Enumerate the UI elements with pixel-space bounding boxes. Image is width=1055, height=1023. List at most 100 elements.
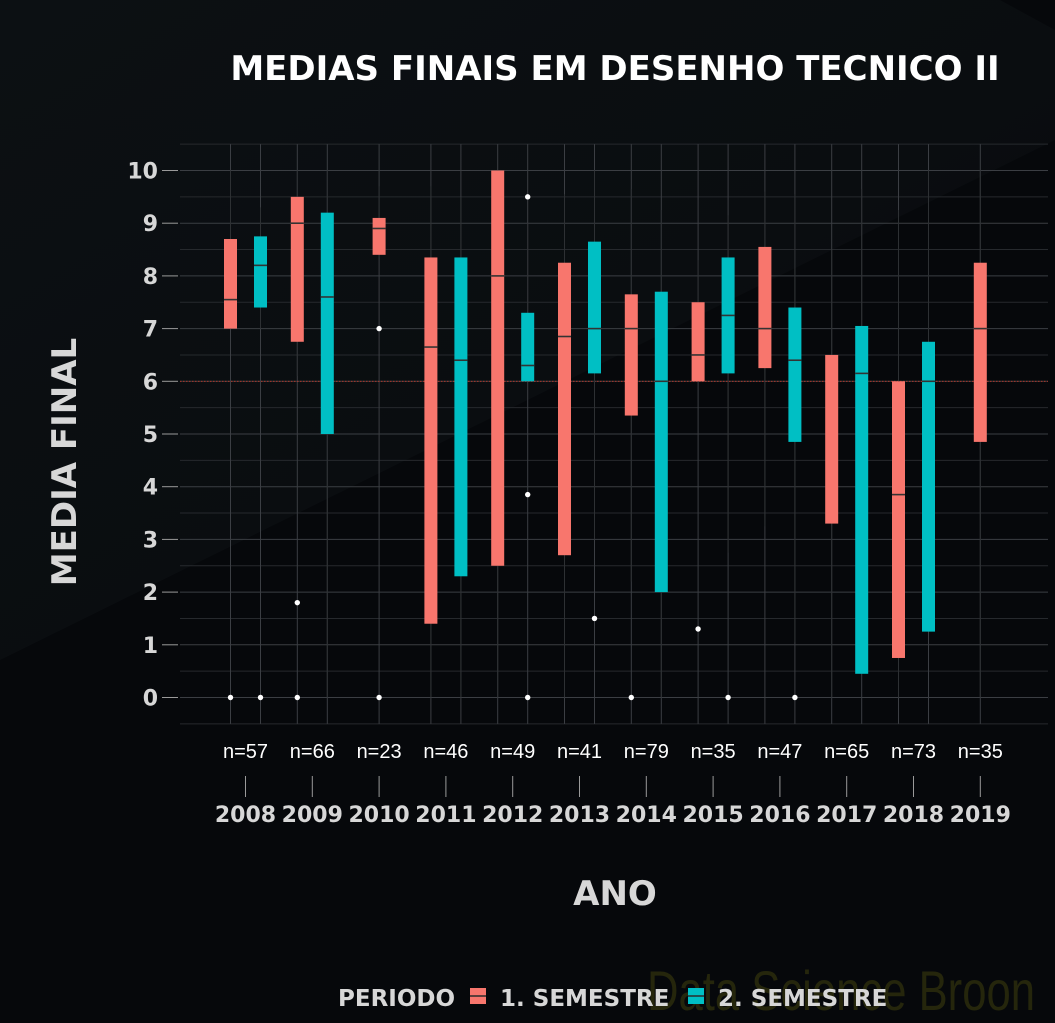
outlier-point bbox=[628, 694, 634, 701]
x-tick-label: 2012 bbox=[482, 803, 543, 828]
box-2015-1 bbox=[691, 260, 705, 632]
count-label: n=73 bbox=[891, 741, 936, 763]
box-2011-2 bbox=[454, 196, 468, 698]
box-body bbox=[691, 302, 705, 382]
outlier-point bbox=[376, 325, 382, 332]
count-label: n=79 bbox=[624, 741, 669, 763]
x-tick-label: 2010 bbox=[348, 803, 409, 828]
outlier-point bbox=[227, 694, 234, 701]
box-2017-1 bbox=[825, 249, 839, 698]
legend-entry-1: 1. SEMESTRE bbox=[470, 986, 669, 1012]
y-tick-label: 0 bbox=[143, 687, 158, 712]
y-tick-label: 2 bbox=[143, 581, 158, 606]
count-label: n=46 bbox=[423, 741, 468, 763]
y-tick-label: 6 bbox=[143, 370, 158, 395]
watermark: Data Science Broon bbox=[647, 959, 1035, 1022]
x-tick-label: 2013 bbox=[549, 803, 610, 828]
box-body bbox=[825, 354, 839, 524]
y-tick-label: 10 bbox=[127, 160, 158, 185]
box-2011-1 bbox=[424, 186, 438, 698]
outlier-point bbox=[525, 694, 531, 701]
x-tick-label: 2009 bbox=[282, 803, 343, 828]
box-2019-1 bbox=[973, 170, 987, 698]
count-label: n=66 bbox=[290, 741, 335, 763]
box-body bbox=[254, 236, 267, 308]
box-2012-1 bbox=[491, 170, 505, 698]
count-label: n=65 bbox=[824, 741, 869, 763]
x-tick-label: 2015 bbox=[682, 803, 743, 828]
outlier-point bbox=[792, 694, 798, 701]
legend-label-1: 1. SEMESTRE bbox=[500, 986, 669, 1012]
box-2017-2 bbox=[855, 188, 869, 674]
box-body bbox=[454, 257, 468, 577]
legend-title: PERIODO bbox=[338, 986, 455, 1012]
box-body bbox=[372, 217, 386, 255]
y-tick-labels: 0 1 2 3 4 5 6 7 8 9 10 bbox=[127, 160, 178, 712]
y-tick-label: 5 bbox=[143, 423, 158, 448]
x-tick-label: 2018 bbox=[883, 803, 944, 828]
y-tick-label: 9 bbox=[143, 212, 158, 237]
x-tick-label: 2011 bbox=[415, 803, 476, 828]
count-label: n=47 bbox=[757, 741, 802, 763]
box-2016-1 bbox=[758, 191, 772, 527]
outlier-point bbox=[525, 491, 531, 498]
x-tick-labels: 2008 2009 2010 2011 2012 2013 2014 2015 2016 2017… bbox=[215, 776, 1011, 828]
box-2016-2 bbox=[788, 194, 802, 701]
box-2012-2 bbox=[521, 194, 535, 701]
box-body bbox=[855, 325, 869, 674]
outlier-point bbox=[376, 694, 382, 701]
box-body bbox=[922, 341, 935, 632]
box-2009-2 bbox=[320, 170, 334, 698]
box-2013-2 bbox=[588, 170, 601, 622]
box-2008-2 bbox=[254, 207, 267, 701]
box-body bbox=[788, 307, 802, 442]
outlier-point bbox=[257, 694, 264, 701]
box-body bbox=[624, 294, 638, 416]
box-2013-1 bbox=[558, 194, 571, 698]
box-2014-1 bbox=[624, 188, 638, 701]
box-body bbox=[224, 239, 237, 329]
count-label: n=35 bbox=[958, 741, 1003, 763]
box-2009-1 bbox=[290, 170, 304, 701]
count-label: n=23 bbox=[357, 741, 402, 763]
count-label: n=57 bbox=[223, 741, 268, 763]
box-body bbox=[320, 212, 334, 434]
box-2015-2 bbox=[721, 215, 735, 701]
x-tick-label: 2019 bbox=[950, 803, 1011, 828]
box-body bbox=[424, 257, 438, 624]
boxes bbox=[224, 170, 987, 701]
legend-label-2: 2. SEMESTRE bbox=[718, 986, 887, 1012]
outlier-point bbox=[725, 694, 731, 701]
box-2010-1 bbox=[372, 186, 386, 701]
box-body bbox=[654, 291, 668, 593]
y-tick-label: 8 bbox=[143, 265, 158, 290]
x-axis-title: ANO bbox=[573, 874, 657, 914]
outlier-point bbox=[525, 194, 531, 200]
box-2014-2 bbox=[654, 210, 668, 698]
box-body bbox=[973, 262, 987, 442]
box-2018-1 bbox=[892, 210, 905, 698]
box-body bbox=[892, 381, 905, 658]
box-body bbox=[521, 312, 535, 382]
legend: PERIODO 1. SEMESTRE 2. SEMESTRE bbox=[338, 986, 887, 1012]
y-axis-title: MEDIA FINAL bbox=[45, 338, 85, 586]
x-tick-label: 2014 bbox=[616, 803, 677, 828]
count-label: n=49 bbox=[490, 741, 535, 763]
outlier-point bbox=[695, 626, 701, 632]
y-tick-label: 1 bbox=[143, 634, 158, 659]
outlier-point bbox=[591, 615, 598, 622]
box-body bbox=[558, 262, 571, 556]
legend-entry-2: 2. SEMESTRE bbox=[688, 986, 887, 1012]
chart-title: MEDIAS FINAIS EM DESENHO TECNICO II bbox=[230, 49, 999, 89]
outlier-point bbox=[294, 599, 300, 606]
box-body bbox=[588, 241, 601, 374]
count-label: n=41 bbox=[557, 741, 602, 763]
box-2008-1 bbox=[224, 170, 237, 701]
x-tick-label: 2008 bbox=[215, 803, 276, 828]
outlier-point bbox=[294, 694, 300, 701]
box-body bbox=[758, 246, 772, 369]
x-tick-label: 2016 bbox=[749, 803, 810, 828]
y-tick-label: 4 bbox=[143, 476, 158, 501]
box-2018-2 bbox=[922, 170, 935, 632]
